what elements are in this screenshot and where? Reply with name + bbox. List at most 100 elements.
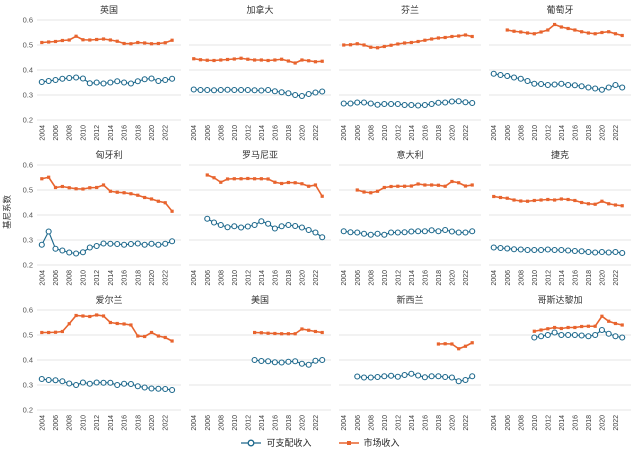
disposable-income-marker <box>127 380 134 388</box>
market-income-marker <box>559 326 563 331</box>
disposable-income-marker <box>448 374 455 381</box>
legend-marker-disposable-icon <box>241 439 262 446</box>
x-tick-label: 2012 <box>245 125 252 141</box>
x-tick-label: 2018 <box>286 125 293 141</box>
disposable-income-marker <box>415 102 422 109</box>
market-income-marker <box>369 45 373 49</box>
market-income-marker <box>60 38 64 43</box>
market-income-marker <box>163 335 167 340</box>
disposable-income-marker <box>319 356 326 364</box>
x-tick-label: 2010 <box>532 415 539 431</box>
market-income-marker <box>436 183 440 187</box>
disposable-income-marker <box>497 71 504 79</box>
x-tick-label: 2018 <box>286 270 293 286</box>
disposable-income-marker <box>52 245 59 252</box>
market-income-marker <box>280 57 284 61</box>
disposable-income-marker <box>251 87 258 94</box>
disposable-income-marker <box>38 375 45 383</box>
disposable-income-marker <box>374 373 381 381</box>
x-tick-label: 2020 <box>149 270 156 286</box>
disposable-income-marker <box>127 80 134 87</box>
disposable-income-marker <box>121 241 128 248</box>
market-income-marker <box>156 334 160 338</box>
disposable-income-marker <box>204 215 211 222</box>
market-income-marker <box>67 186 71 190</box>
market-income-marker <box>95 37 99 42</box>
chart-panel: 2004 2006 2008 2010 2012 2014 2016 2018 2020 2022… <box>489 294 631 431</box>
market-income-marker <box>492 194 496 199</box>
disposable-income-marker <box>148 240 155 247</box>
market-income-marker <box>170 209 174 213</box>
x-tick-label: 2022 <box>463 125 470 141</box>
disposable-income-marker <box>79 379 86 386</box>
x-tick-label: 2016 <box>572 415 579 431</box>
x-tick-label: 2020 <box>149 125 156 141</box>
disposable-income-marker <box>271 225 278 232</box>
market-income-marker <box>607 30 611 34</box>
disposable-income-marker <box>107 240 114 247</box>
x-tick-label: 2006 <box>505 125 512 141</box>
disposable-income-marker <box>531 80 538 87</box>
x-tick-label: 2010 <box>382 415 389 431</box>
disposable-income-marker <box>360 374 368 381</box>
disposable-income-marker <box>612 248 619 256</box>
disposable-income-marker <box>134 78 141 85</box>
market-income-marker <box>593 202 597 206</box>
market-income-marker <box>389 184 393 189</box>
disposable-income-marker <box>285 358 292 365</box>
legend: 可支配收入 市场收入 <box>0 436 640 449</box>
market-income-marker <box>149 330 154 335</box>
panel-title: 加拿大 <box>246 4 273 15</box>
market-income-marker <box>259 177 263 181</box>
panel-title: 捷克 <box>551 149 569 160</box>
disposable-income-marker <box>298 92 305 100</box>
market-income-marker <box>225 177 230 181</box>
market-income-marker <box>600 199 604 203</box>
disposable-income-marker <box>612 81 619 89</box>
disposable-income-marker <box>538 80 545 88</box>
disposable-income-marker <box>619 84 626 91</box>
market-income-marker <box>273 180 277 184</box>
market-income-marker <box>396 184 400 188</box>
disposable-income-marker <box>292 91 299 99</box>
market-income-marker <box>416 182 420 186</box>
market-income-marker <box>607 319 611 323</box>
market-income-marker <box>307 328 311 332</box>
disposable-income-marker <box>504 245 511 252</box>
x-tick-label: 2022 <box>463 415 470 431</box>
disposable-income-marker <box>578 83 585 90</box>
disposable-income-marker <box>292 358 299 365</box>
disposable-income-marker <box>619 334 626 341</box>
market-income-marker <box>532 198 536 203</box>
market-income-marker <box>293 181 297 185</box>
market-income-marker <box>246 57 250 61</box>
disposable-income-marker <box>531 246 538 254</box>
disposable-income-marker <box>141 76 148 83</box>
y-tick-label: 0.6 <box>23 306 33 315</box>
x-tick-label: 2016 <box>272 415 279 431</box>
disposable-income-marker <box>258 357 265 365</box>
market-income-marker <box>47 175 51 179</box>
x-tick-label: 2020 <box>599 125 606 141</box>
disposable-income-marker <box>107 379 114 386</box>
disposable-income-marker <box>428 373 435 380</box>
x-tick-label: 2004 <box>191 125 198 141</box>
market-income-marker <box>198 58 203 62</box>
y-tick-label: 0.5 <box>23 331 33 340</box>
market-income-marker <box>369 191 373 195</box>
x-tick-label: 2014 <box>409 125 416 141</box>
disposable-income-marker <box>258 218 265 225</box>
disposable-income-marker <box>517 75 524 82</box>
market-income-marker <box>212 58 216 63</box>
market-income-marker <box>463 33 468 37</box>
market-income-marker <box>580 200 584 205</box>
x-tick-label: 2006 <box>505 415 512 431</box>
market-income-marker <box>122 191 126 195</box>
disposable-income-marker <box>100 379 107 386</box>
disposable-income-marker <box>462 376 469 384</box>
disposable-income-marker <box>415 372 422 379</box>
disposable-income-marker <box>374 230 381 237</box>
disposable-income-marker <box>38 241 45 248</box>
market-income-marker <box>293 332 297 336</box>
disposable-income-marker <box>381 231 388 238</box>
